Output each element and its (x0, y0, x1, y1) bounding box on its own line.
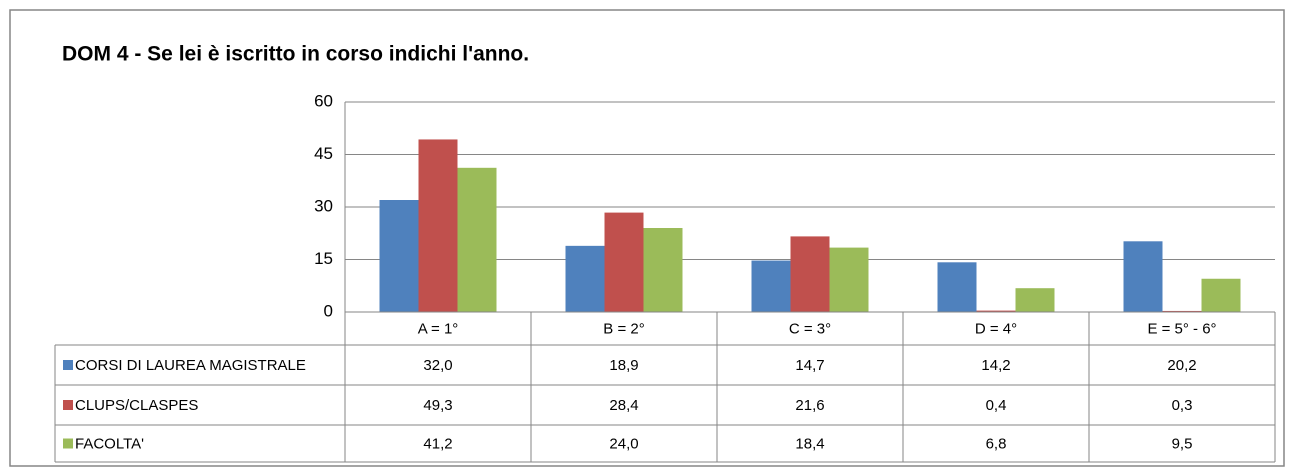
table-value: 18,4 (795, 435, 824, 452)
table-value: 41,2 (423, 435, 452, 452)
bar (457, 167, 497, 312)
x-tick-label: D = 4° (975, 320, 1017, 337)
table-value: 14,2 (981, 357, 1010, 374)
table-value: 0,3 (1172, 397, 1193, 414)
table-value: 9,5 (1172, 435, 1193, 452)
bar (643, 228, 683, 312)
bar (604, 212, 644, 312)
table-value: 0,4 (986, 397, 1007, 414)
table-value: 18,9 (609, 357, 638, 374)
bar (565, 245, 605, 312)
table-value: 24,0 (609, 435, 638, 452)
legend-label: CORSI DI LAUREA MAGISTRALE (75, 357, 306, 374)
y-tick-label: 60 (314, 91, 333, 110)
table-value: 20,2 (1167, 357, 1196, 374)
x-tick-label: A = 1° (418, 320, 459, 337)
chart-title: DOM 4 - Se lei è iscritto in corso indic… (62, 43, 529, 66)
bar (1123, 241, 1163, 312)
bar (751, 260, 791, 312)
x-tick-label: C = 3° (789, 320, 831, 337)
legend-key (63, 360, 73, 370)
bar (829, 247, 869, 312)
table-value: 14,7 (795, 357, 824, 374)
bar (1015, 288, 1055, 312)
bar (790, 236, 830, 312)
y-tick-label: 15 (314, 249, 333, 268)
x-tick-label: B = 2° (603, 320, 644, 337)
table-value: 28,4 (609, 397, 638, 414)
bar (976, 310, 1016, 312)
x-tick-label: E = 5° - 6° (1147, 320, 1216, 337)
bar (379, 200, 419, 312)
bar (1201, 278, 1241, 312)
table-value: 32,0 (423, 357, 452, 374)
table-value: 49,3 (423, 397, 452, 414)
legend-key (63, 400, 73, 410)
legend-key (63, 438, 73, 449)
bar (418, 139, 458, 312)
y-tick-label: 30 (314, 196, 333, 215)
legend-label: FACOLTA' (75, 435, 144, 452)
y-tick-label: 0 (324, 301, 333, 320)
legend-label: CLUPS/CLASPES (75, 397, 198, 414)
table-value: 21,6 (795, 397, 824, 414)
bar (1162, 310, 1202, 312)
bar (937, 262, 977, 312)
table-value: 6,8 (986, 435, 1007, 452)
y-tick-label: 45 (314, 144, 333, 163)
